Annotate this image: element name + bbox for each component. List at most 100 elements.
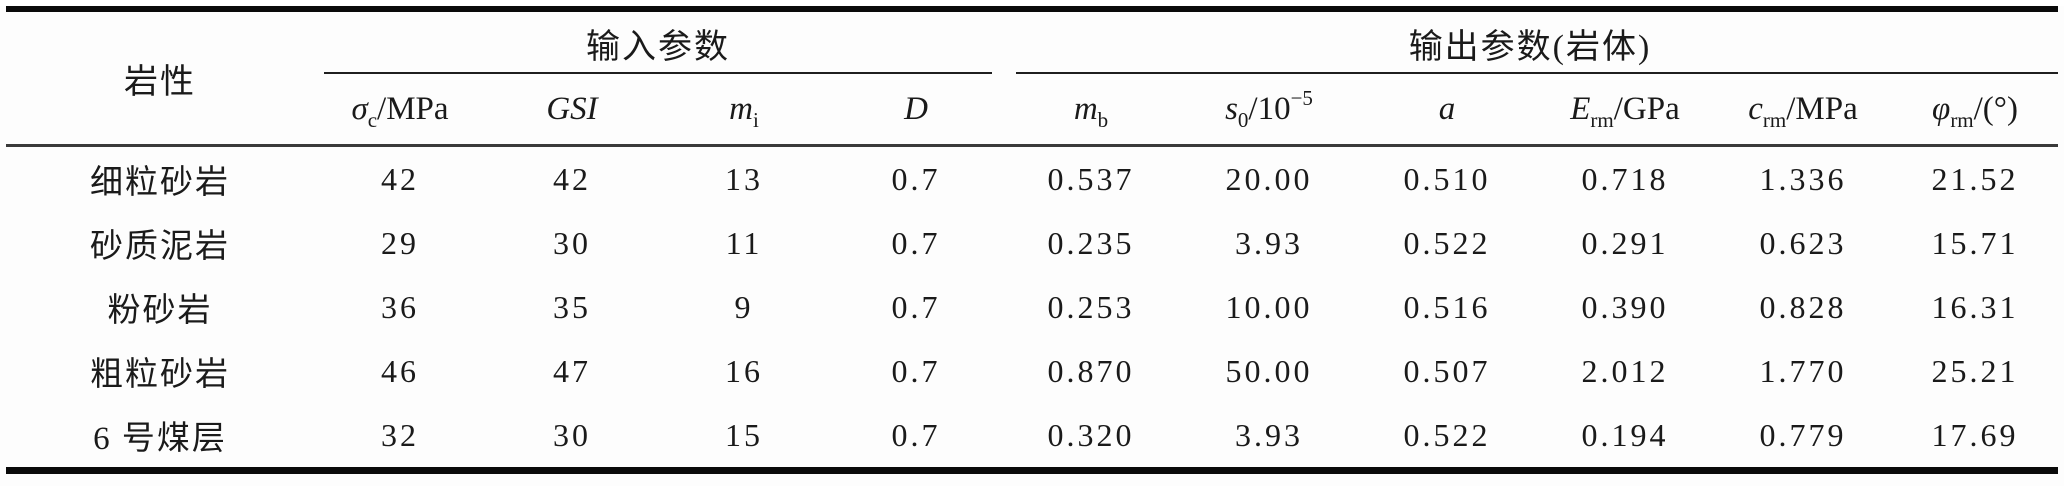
cell: 0.7 bbox=[891, 224, 941, 261]
cell: 0.516 bbox=[1403, 288, 1491, 325]
col-header-base: φ bbox=[1932, 90, 1951, 127]
col-header-unit: /MPa bbox=[377, 90, 449, 127]
cell: 0.870 bbox=[1047, 352, 1135, 389]
cell: 25.21 bbox=[1931, 352, 2019, 389]
col-header-a: a bbox=[1358, 74, 1536, 147]
cell: 0.623 bbox=[1759, 224, 1847, 261]
cell: 0.7 bbox=[891, 160, 941, 197]
group-header-input-params: 输入参数 bbox=[314, 9, 1002, 74]
col-header-unit: /GPa bbox=[1613, 90, 1680, 127]
table-row: 细粒砂岩 42 42 13 0.7 0.537 20.00 0.510 0.71… bbox=[6, 146, 2058, 212]
cell: 0.7 bbox=[891, 416, 941, 453]
col-header-base: s bbox=[1225, 90, 1238, 127]
col-header-subscript: b bbox=[1097, 107, 1109, 132]
table-row: 砂质泥岩 29 30 11 0.7 0.235 3.93 0.522 0.291… bbox=[6, 211, 2058, 275]
col-header-subscript: rm bbox=[1762, 107, 1787, 132]
col-header-unit: /(°) bbox=[1973, 90, 2018, 127]
cell: 15.71 bbox=[1931, 224, 2019, 261]
col-header-unit: /MPa bbox=[1786, 90, 1858, 127]
cell: 15 bbox=[725, 416, 763, 453]
cell: 42 bbox=[381, 160, 419, 197]
paper-table-region: 岩性 输入参数 输出参数(岩体) σc/MPa GSI mi D mb s0/1… bbox=[0, 6, 2064, 486]
row-label: 粗粒砂岩 bbox=[90, 357, 230, 393]
cell: 0.390 bbox=[1581, 288, 1669, 325]
cell: 10.00 bbox=[1225, 288, 1313, 325]
table-row: 6 号煤层 32 30 15 0.7 0.320 3.93 0.522 0.19… bbox=[6, 403, 2058, 471]
row-label: 细粒砂岩 bbox=[90, 165, 230, 201]
header-sub-row: σc/MPa GSI mi D mb s0/10−5 a Erm/GPa crm… bbox=[6, 74, 2059, 147]
col-header-lithology: 岩性 bbox=[6, 9, 314, 147]
col-header-subscript: rm bbox=[1590, 107, 1614, 132]
col-header-subscript: rm bbox=[1950, 107, 1974, 132]
col-header-gsi: GSI bbox=[486, 74, 658, 147]
cell: 3.93 bbox=[1235, 416, 1303, 453]
cell: 0.253 bbox=[1047, 288, 1135, 325]
col-header-base: m bbox=[1073, 90, 1098, 127]
cell: 0.779 bbox=[1759, 416, 1847, 453]
cell: 0.7 bbox=[891, 352, 941, 389]
cell: 0.718 bbox=[1581, 160, 1669, 197]
cell: 47 bbox=[553, 352, 591, 389]
group-header-output-params: 输出参数(岩体) bbox=[1002, 9, 2059, 74]
col-header-mi: mi bbox=[658, 74, 830, 147]
col-header-base: GSI bbox=[546, 90, 598, 127]
col-header-subscript: i bbox=[753, 107, 759, 132]
cell: 0.537 bbox=[1047, 160, 1135, 197]
cell: 30 bbox=[553, 416, 591, 453]
col-header-s0: s0/10−5 bbox=[1180, 74, 1358, 147]
cell: 0.320 bbox=[1047, 416, 1135, 453]
cell: 2.012 bbox=[1581, 352, 1669, 389]
cell: 30 bbox=[553, 224, 591, 261]
col-header-subscript: 0 bbox=[1237, 107, 1249, 132]
header-group-row: 岩性 输入参数 输出参数(岩体) bbox=[6, 9, 2059, 147]
cell: 16 bbox=[725, 352, 763, 389]
col-header-base: σ bbox=[351, 90, 368, 127]
col-header-subscript: c bbox=[367, 107, 378, 132]
cell: 13 bbox=[725, 160, 763, 197]
cell: 0.235 bbox=[1047, 224, 1135, 261]
col-header-base: D bbox=[904, 90, 928, 127]
parameters-table: 岩性 输入参数 输出参数(岩体) σc/MPa GSI mi D mb s0/1… bbox=[6, 6, 2059, 474]
col-header-unit: /10 bbox=[1248, 90, 1291, 127]
cell: 16.31 bbox=[1931, 288, 2019, 325]
col-header-base: E bbox=[1570, 90, 1591, 127]
cell: 36 bbox=[381, 288, 419, 325]
row-label: 粉砂岩 bbox=[107, 293, 213, 329]
table-row: 粗粒砂岩 46 47 16 0.7 0.870 50.00 0.507 2.01… bbox=[6, 339, 2058, 403]
cell: 0.522 bbox=[1403, 224, 1491, 261]
col-header-base: m bbox=[729, 90, 753, 127]
cell: 0.510 bbox=[1403, 160, 1491, 197]
table-row: 粉砂岩 36 35 9 0.7 0.253 10.00 0.516 0.390 … bbox=[6, 275, 2058, 339]
cell: 50.00 bbox=[1225, 352, 1313, 389]
cell: 0.7 bbox=[891, 288, 941, 325]
cell: 9 bbox=[734, 288, 754, 325]
cell: 29 bbox=[381, 224, 419, 261]
col-header-d: D bbox=[830, 74, 1002, 147]
cell: 3.93 bbox=[1235, 224, 1303, 261]
cell: 0.194 bbox=[1581, 416, 1669, 453]
cell: 35 bbox=[553, 288, 591, 325]
cell: 0.828 bbox=[1759, 288, 1847, 325]
cell: 46 bbox=[381, 352, 419, 389]
cell: 0.291 bbox=[1581, 224, 1669, 261]
cell: 1.336 bbox=[1759, 160, 1847, 197]
cell: 0.522 bbox=[1403, 416, 1491, 453]
col-header-base: a bbox=[1438, 90, 1456, 127]
col-header-crm: crm/MPa bbox=[1714, 74, 1892, 147]
row-label: 砂质泥岩 bbox=[90, 229, 230, 265]
col-header-superscript: −5 bbox=[1290, 85, 1313, 110]
col-header-base: c bbox=[1748, 90, 1763, 127]
col-header-sigma-c: σc/MPa bbox=[314, 74, 486, 147]
cell: 42 bbox=[553, 160, 591, 197]
cell: 17.69 bbox=[1931, 416, 2019, 453]
cell: 1.770 bbox=[1759, 352, 1847, 389]
col-header-mb: mb bbox=[1002, 74, 1180, 147]
col-header-phi-rm: φrm/(°) bbox=[1892, 74, 2059, 147]
cell: 20.00 bbox=[1225, 160, 1313, 197]
cell: 32 bbox=[381, 416, 419, 453]
cell: 21.52 bbox=[1931, 160, 2019, 197]
cell: 11 bbox=[725, 224, 763, 261]
cell: 0.507 bbox=[1403, 352, 1491, 389]
col-header-erm: Erm/GPa bbox=[1536, 74, 1714, 147]
row-label: 6 号煤层 bbox=[93, 421, 227, 457]
